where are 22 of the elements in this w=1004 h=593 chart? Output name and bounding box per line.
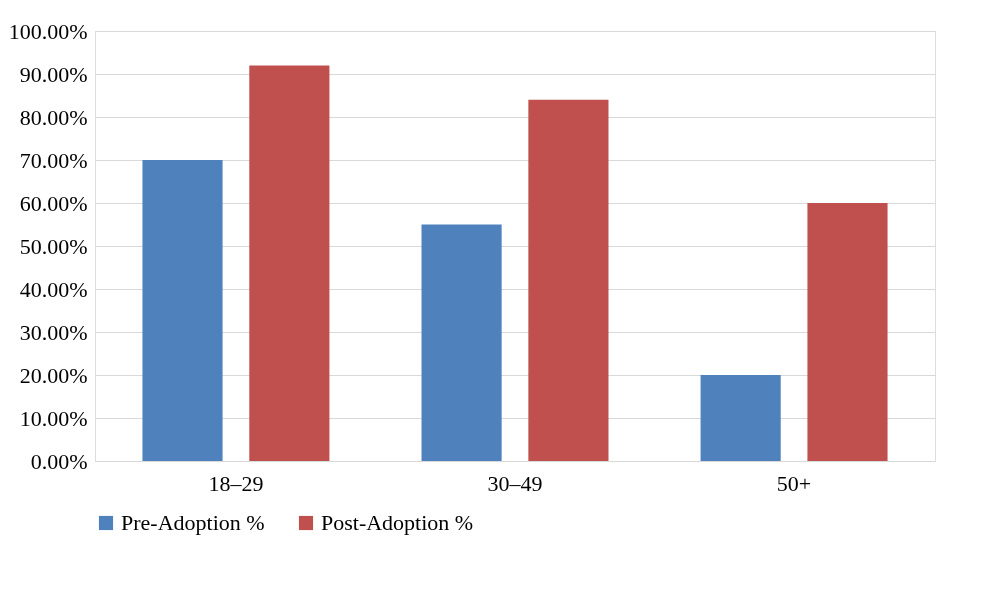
- legend-label: Post-Adoption %: [321, 510, 474, 535]
- y-tick-label: 60.00%: [19, 190, 88, 216]
- y-tick-label: 30.00%: [19, 319, 88, 345]
- bar: [249, 65, 330, 461]
- bar: [700, 375, 781, 461]
- bar: [528, 99, 609, 461]
- y-tick-label: 20.00%: [19, 362, 88, 388]
- y-tick-label: 70.00%: [19, 147, 88, 173]
- y-tick-label: 10.00%: [19, 405, 88, 431]
- x-tick-label: 30–49: [487, 470, 543, 496]
- y-tick-label: 100.00%: [8, 18, 88, 44]
- legend-label: Pre-Adoption %: [121, 510, 265, 535]
- x-tick-label: 50+: [776, 470, 812, 496]
- y-tick-label: 40.00%: [19, 276, 88, 302]
- x-tick-label: 18–29: [208, 470, 264, 496]
- bar: [807, 203, 888, 461]
- y-tick-label: 90.00%: [19, 61, 88, 87]
- y-tick-label: 50.00%: [19, 233, 88, 259]
- y-tick-label: 0.00%: [30, 448, 88, 474]
- bar: [142, 160, 223, 461]
- y-tick-label: 80.00%: [19, 104, 88, 130]
- bar: [421, 224, 502, 461]
